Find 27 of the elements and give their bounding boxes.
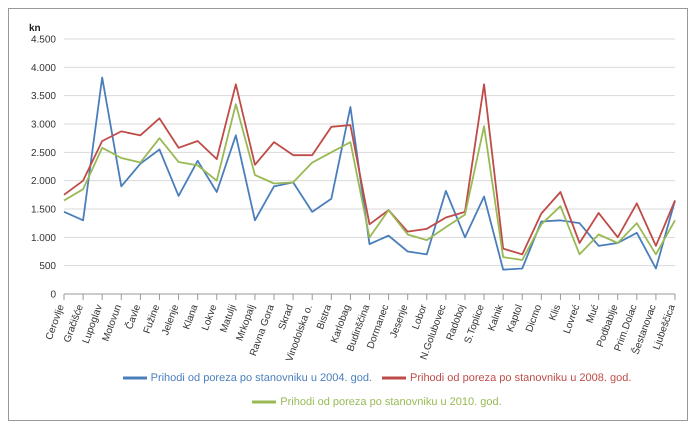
x-tick-label: Lokve: [200, 302, 220, 332]
legend-label: Prihodi od poreza po stanovniku u 2004. god.: [150, 372, 372, 384]
y-tick-label: 4.500: [30, 34, 56, 46]
y-tick-label: 0: [50, 290, 56, 301]
x-tick-label: Muć: [584, 303, 602, 325]
x-tick-label: Klana: [181, 302, 201, 332]
y-axis-title: kn: [29, 23, 41, 34]
x-tick-label: Kalnik: [486, 302, 506, 333]
x-tick-label: Fužine: [142, 302, 162, 336]
x-tick-label: Jelenje: [160, 302, 182, 337]
legend-label: Prihodi od poreza po stanovniku u 2008. god.: [410, 372, 632, 384]
y-tick-label: 4.000: [30, 62, 56, 74]
x-tick-label: Lovreć: [562, 303, 582, 336]
legend-label: Prihodi od poreza po stanovniku u 2010. god.: [280, 396, 502, 408]
y-tick-label: 1.500: [30, 204, 56, 216]
y-tick-label: 1.000: [30, 232, 56, 244]
x-tick-label: Bistra: [315, 302, 334, 332]
y-tick-label: 2.500: [30, 148, 56, 159]
x-tick-label: Kaptol: [505, 303, 526, 334]
y-tick-label: 3.000: [30, 120, 56, 131]
y-tick-label: 500: [39, 261, 56, 272]
y-tick-label: 3.500: [30, 91, 56, 102]
x-tick-label: Dicmo: [524, 302, 544, 334]
y-tick-label: 2.000: [30, 176, 56, 188]
x-tick-label: Čavle: [123, 302, 144, 332]
x-tick-label: Matulji: [218, 303, 239, 334]
x-tick-label: Klis: [547, 303, 564, 322]
